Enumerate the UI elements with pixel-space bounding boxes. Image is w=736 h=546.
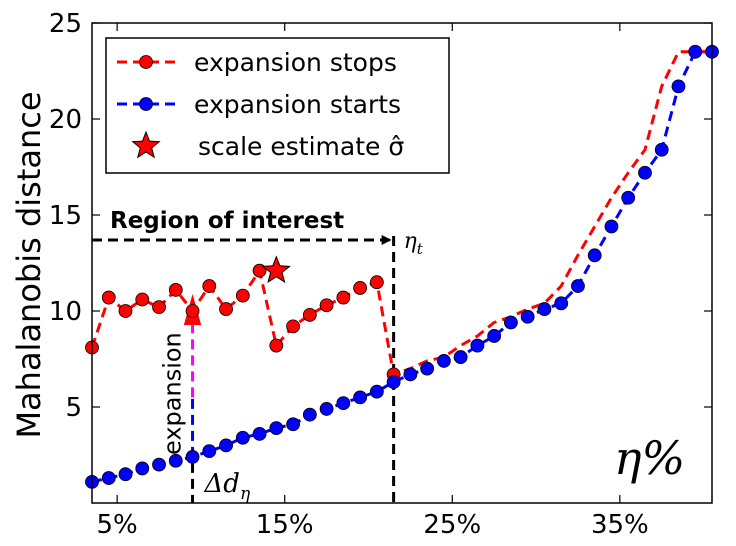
point-expansion-starts [252,426,267,441]
point-expansion-stops [336,290,351,305]
point-expansion-starts [185,450,200,464]
point-expansion-starts [537,302,552,316]
y-tick-label: 5 [65,393,82,423]
point-expansion-starts [638,165,652,180]
point-expansion-starts [403,367,418,382]
point-expansion-starts [587,248,602,263]
point-expansion-stops [168,282,183,297]
legend-marker [139,97,153,111]
plot-frame [91,22,713,504]
point-expansion-starts [353,390,368,405]
point-expansion-starts [487,329,502,343]
point-expansion-starts [202,444,217,459]
point-expansion-starts [118,467,133,482]
legend-marker [139,55,153,69]
point-expansion-stops [202,279,217,293]
point-expansion-stops [185,304,200,318]
region-of-interest-label: Region of interest [110,208,344,234]
legend-star-marker [131,130,161,159]
point-expansion-starts [168,453,183,468]
eta-percent-label: η% [614,431,685,485]
point-expansion-stops [319,298,334,313]
point-expansion-starts [152,457,166,472]
point-expansion-starts [336,396,351,411]
x-tick-label: 5% [97,510,138,540]
point-expansion-starts [302,407,317,422]
point-expansion-starts [604,219,619,234]
point-expansion-starts [286,417,300,432]
point-expansion-starts [621,190,636,205]
point-expansion-stops [118,304,133,318]
delta-d-eta-label: Δdη [204,469,251,504]
point-expansion-starts [520,309,535,324]
point-expansion-starts [571,279,585,293]
y-tick-label: 25 [49,9,82,39]
point-expansion-starts [688,44,703,59]
point-expansion-starts [654,142,669,157]
point-expansion-stops [135,292,150,307]
point-expansion-stops [302,307,317,322]
expansion-label: expansion [159,332,187,455]
point-expansion-stops [353,281,368,295]
point-expansion-starts [470,338,485,353]
y-tick-label: 10 [49,297,82,327]
point-expansion-starts [436,354,451,368]
point-expansion-starts [504,315,518,330]
eta-t-label: ηt [404,229,424,258]
point-expansion-stops [219,302,233,316]
point-expansion-starts [219,438,233,453]
point-expansion-stops [286,319,300,334]
point-expansion-starts [386,375,401,389]
point-expansion-stops [235,288,250,303]
point-expansion-starts [420,361,435,376]
point-expansion-starts [671,79,686,94]
y-tick-label: 20 [49,105,82,135]
point-expansion-stops [269,338,284,353]
point-expansion-stops [252,263,267,278]
point-expansion-starts [235,430,250,445]
point-expansion-starts [319,402,334,416]
legend-label: expansion starts [194,90,401,119]
legend-label: scale estimate σ̂ [198,132,404,161]
y-axis-label: Mahalanobis distance [10,91,48,438]
x-tick-label: 15% [256,510,314,540]
point-expansion-starts [453,350,468,364]
scale-estimate-star [261,255,291,284]
point-expansion-starts [135,461,150,476]
legend-box [105,37,450,174]
legend-label: expansion stops [194,48,397,77]
point-expansion-starts [369,384,384,399]
point-expansion-starts [101,471,116,485]
point-expansion-stops [152,300,166,315]
point-expansion-stops [101,290,116,305]
x-tick-label: 35% [591,510,649,540]
x-tick-label: 25% [423,510,481,540]
point-expansion-starts [269,421,284,436]
point-expansion-stops [369,275,384,290]
point-expansion-starts [554,296,569,311]
y-tick-label: 15 [49,201,82,231]
